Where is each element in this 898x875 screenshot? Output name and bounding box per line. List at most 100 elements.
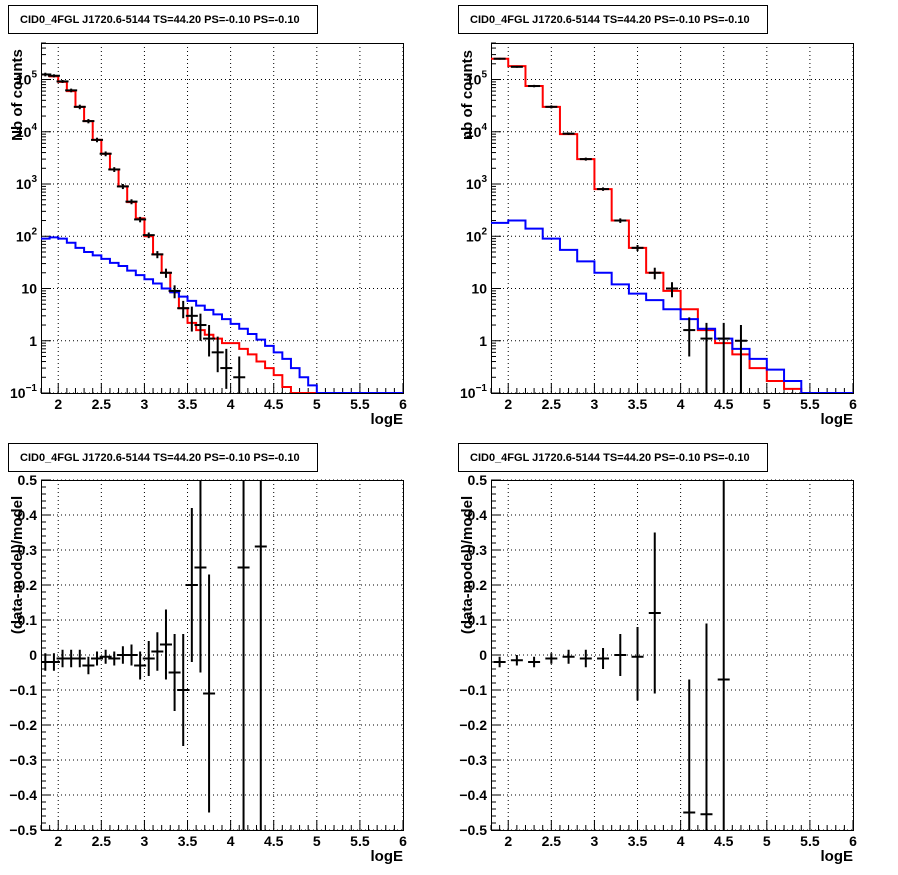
x-axis-title: logE xyxy=(371,848,404,865)
x-tick-label: 6 xyxy=(399,833,407,849)
data-point xyxy=(614,634,627,676)
data-point xyxy=(194,313,207,341)
x-tick-label: 3.5 xyxy=(628,833,648,849)
data-point xyxy=(631,245,644,252)
chart-title: CID0_4FGL J1720.6-5144 TS=44.20 PS=-0.10… xyxy=(20,452,300,464)
y-tick-label: 1 xyxy=(29,333,37,349)
x-tick-label: 4.5 xyxy=(714,833,734,849)
y-tick-label: 0 xyxy=(29,647,37,663)
x-tick-label: 2.5 xyxy=(542,396,562,412)
data-point xyxy=(545,653,558,664)
data-point xyxy=(47,653,60,671)
series-layer xyxy=(491,57,853,393)
data-point xyxy=(91,137,104,143)
data-point xyxy=(73,649,86,668)
y-tick-label: −0.1 xyxy=(459,682,487,698)
x-tick-label: 5.5 xyxy=(800,396,820,412)
data-point xyxy=(493,656,506,668)
y-tick-label: 103 xyxy=(466,174,488,192)
data-point xyxy=(683,679,696,830)
data-point xyxy=(631,627,644,701)
y-tick-label: 10−1 xyxy=(460,383,487,401)
model-source-step xyxy=(491,219,853,393)
x-tick-label: 3.5 xyxy=(178,396,198,412)
data-point xyxy=(116,184,129,190)
data-point xyxy=(614,218,627,223)
chart-title-box: CID0_4FGL J1720.6-5144 TS=44.20 PS=-0.10… xyxy=(8,443,318,472)
x-tick-label: 3.5 xyxy=(628,396,648,412)
data-point xyxy=(134,216,147,223)
x-tick-label: 5.5 xyxy=(800,833,820,849)
data-point xyxy=(579,649,592,668)
model-source-step xyxy=(41,236,403,393)
series-layer xyxy=(493,480,730,830)
data-point xyxy=(99,151,112,157)
y-tick-label: 0.2 xyxy=(18,577,38,593)
y-tick-label: 0.3 xyxy=(468,542,488,558)
x-tick-label: 4.5 xyxy=(714,396,734,412)
title-box-frame xyxy=(458,443,768,472)
x-tick-label: 5 xyxy=(763,396,771,412)
data-point xyxy=(168,285,181,299)
data-points xyxy=(41,480,267,830)
y-tick-label: 10 xyxy=(471,281,487,297)
x-tick-label: 5.5 xyxy=(350,396,370,412)
data-points xyxy=(493,480,730,830)
data-point xyxy=(683,317,696,357)
y-axis-title: (data-model)/model xyxy=(459,496,476,634)
data-point xyxy=(648,532,661,694)
x-axis-title: logE xyxy=(371,411,404,428)
data-point xyxy=(142,641,155,676)
chart-title-box: CID0_4FGL J1720.6-5144 TS=44.20 PS=-0.10… xyxy=(8,5,318,34)
data-point xyxy=(125,199,138,205)
x-tick-label: 3.5 xyxy=(178,833,198,849)
x-tick-label: 2.5 xyxy=(92,396,112,412)
x-tick-label: 4.5 xyxy=(264,396,284,412)
data-point xyxy=(134,651,147,680)
y-tick-label: 0.1 xyxy=(468,612,488,628)
y-tick-label: 10 xyxy=(21,281,37,297)
x-tick-label: 5.5 xyxy=(350,833,370,849)
chart-panel-3: CID0_4FGL J1720.6-5144 TS=44.20 PS=-0.10… xyxy=(8,443,407,865)
data-point xyxy=(237,480,250,830)
y-tick-label: 1 xyxy=(479,333,487,349)
data-point xyxy=(203,574,216,813)
y-tick-label: 0.3 xyxy=(18,542,38,558)
y-axis-title: Nb of counts xyxy=(9,49,26,141)
chart-title: CID0_4FGL J1720.6-5144 TS=44.20 PS=-0.10… xyxy=(470,14,750,26)
data-point xyxy=(99,649,112,664)
x-axis-title: logE xyxy=(821,848,854,865)
y-tick-label: −0.1 xyxy=(9,682,37,698)
chart-title: CID0_4FGL J1720.6-5144 TS=44.20 PS=-0.10… xyxy=(20,14,300,26)
chart-title-box: CID0_4FGL J1720.6-5144 TS=44.20 PS=-0.10… xyxy=(458,443,768,472)
x-tick-label: 2 xyxy=(54,396,62,412)
x-tick-label: 2 xyxy=(504,396,512,412)
series-layer xyxy=(41,480,267,830)
x-tick-label: 3 xyxy=(141,833,149,849)
data-point xyxy=(185,508,198,662)
data-point xyxy=(65,88,78,93)
data-point xyxy=(666,282,678,298)
x-tick-label: 3 xyxy=(591,833,599,849)
y-tick-label: 105 xyxy=(16,70,38,88)
data-point xyxy=(648,267,661,280)
data-point xyxy=(597,648,610,669)
data-point xyxy=(82,656,95,675)
y-tick-label: −0.5 xyxy=(459,822,487,838)
data-point xyxy=(203,325,216,357)
data-point xyxy=(545,105,558,109)
x-tick-label: 3 xyxy=(141,396,149,412)
y-tick-label: −0.3 xyxy=(9,752,37,768)
x-tick-label: 6 xyxy=(849,396,857,412)
x-tick-label: 3 xyxy=(591,396,599,412)
y-tick-label: 10−1 xyxy=(10,383,37,401)
y-tick-label: 0.5 xyxy=(468,472,488,488)
model-total-step xyxy=(41,73,403,393)
x-axis-title: logE xyxy=(821,411,854,428)
data-point xyxy=(82,119,95,124)
data-point xyxy=(233,356,246,393)
data-point xyxy=(56,79,69,83)
y-tick-label: 105 xyxy=(466,70,488,88)
data-point xyxy=(125,644,138,666)
y-tick-label: 0.5 xyxy=(18,472,38,488)
